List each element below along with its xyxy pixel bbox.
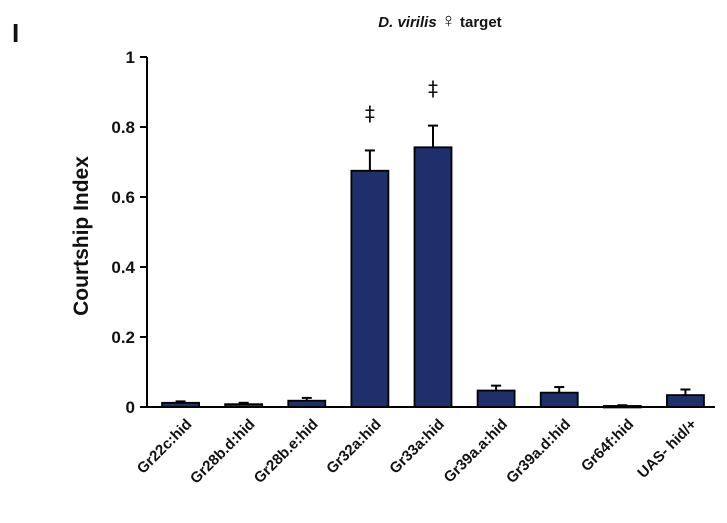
x-tick-label: Gr64f:hid	[578, 416, 637, 475]
bar	[350, 169, 390, 408]
y-tick-label: 0.2	[111, 328, 135, 347]
panel-label: I	[12, 18, 20, 48]
bar	[224, 403, 264, 408]
y-axis-label: Courtship Index	[70, 156, 93, 316]
title-target: target	[460, 14, 502, 31]
x-tick-label: Gr22c:hid	[134, 416, 196, 478]
bar	[161, 401, 200, 408]
y-tick-label: 0.6	[111, 188, 135, 207]
y-tick-label: 1	[126, 48, 135, 67]
x-tick-label: Gr33a:hid	[386, 416, 448, 478]
y-tick-label: 0	[126, 398, 135, 417]
bar	[476, 389, 516, 408]
x-tick-label: UAS- hid/+	[634, 416, 700, 482]
significance-marker: ‡	[365, 101, 375, 125]
x-tick-label: Gr39a.d:hid	[503, 416, 574, 487]
significance-marker: ‡	[428, 77, 438, 101]
bar	[287, 399, 327, 408]
x-tick-label: Gr39a.a:hid	[441, 416, 511, 486]
bar	[413, 146, 453, 408]
chart-title: D. virilis ♀ target	[300, 10, 580, 33]
bar	[666, 394, 705, 408]
title-species: D. virilis	[378, 14, 437, 31]
x-tick-label: Gr28b.e:hid	[251, 416, 322, 487]
y-tick-label: 0.8	[111, 118, 135, 137]
bars	[161, 124, 705, 409]
bar	[539, 391, 579, 408]
x-tick-label: Gr28b.d:hid	[187, 416, 259, 488]
female-symbol: ♀	[440, 10, 456, 32]
x-tick-label: Gr32a:hid	[323, 416, 385, 478]
y-tick-label: 0.4	[111, 258, 135, 277]
